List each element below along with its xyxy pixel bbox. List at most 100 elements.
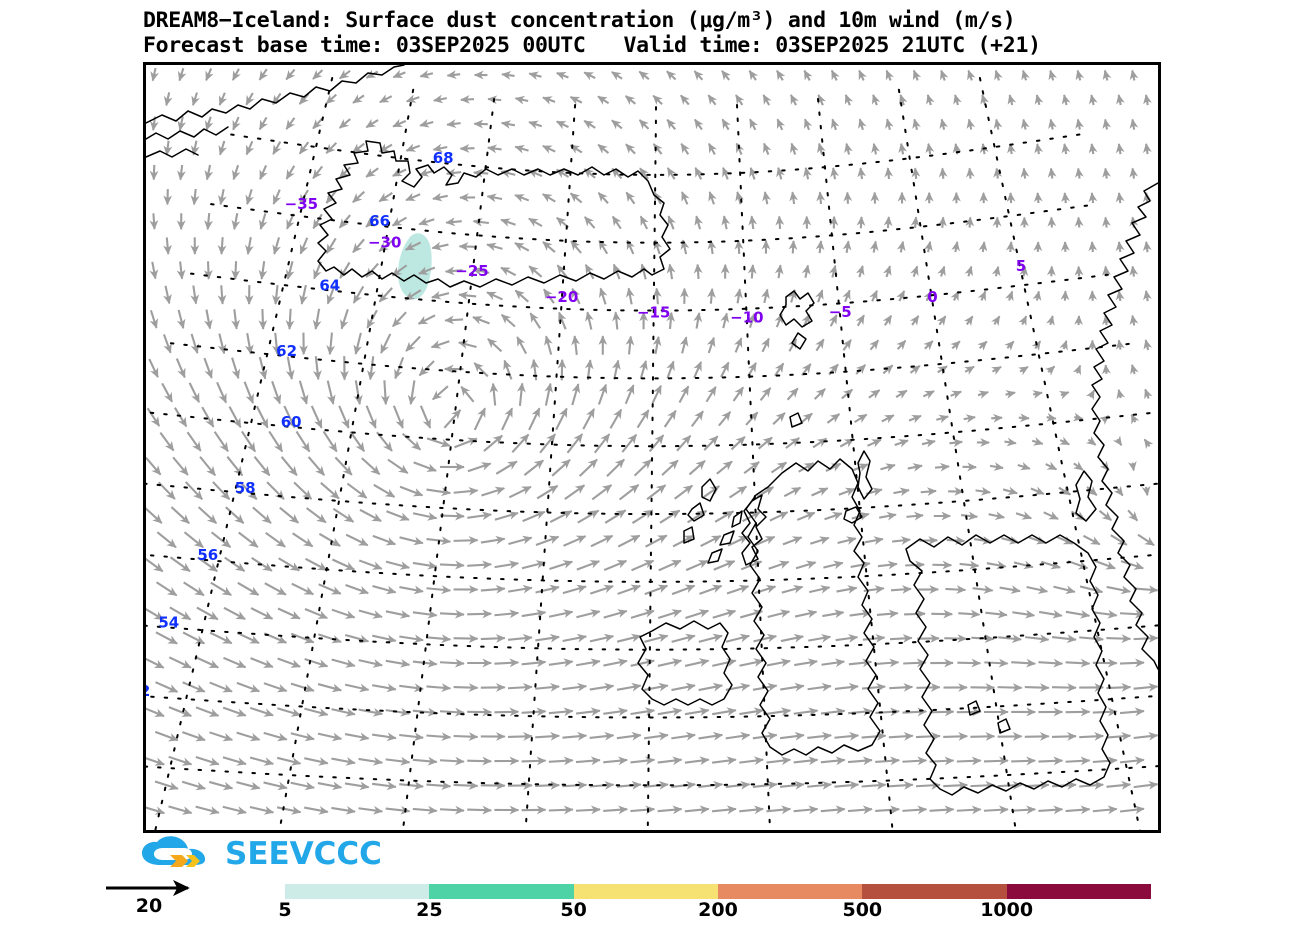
wind-arrow: [1133, 463, 1134, 471]
wind-arrow: [909, 416, 921, 421]
wind-arrow: [388, 460, 408, 474]
coastline-ireland: [638, 621, 732, 705]
wind-arrow: [1025, 687, 1049, 688]
meridian: [648, 107, 657, 830]
wind-arrow: [930, 809, 954, 810]
wind-arrow: [730, 487, 747, 498]
wind-arrow: [686, 561, 707, 570]
wind-arrow: [859, 71, 863, 81]
wind-arrow: [968, 71, 971, 81]
wind-arrow: [779, 216, 780, 228]
wind-arrow: [515, 290, 528, 301]
wind-arrow: [885, 316, 891, 326]
wind-arrow: [835, 686, 858, 689]
wind-arrow: [304, 758, 327, 763]
wind-arrow: [834, 735, 858, 737]
wind-arrow: [515, 147, 528, 151]
wind-arrow: [692, 411, 703, 426]
wind-arrow: [180, 165, 182, 180]
wind-arrow: [809, 587, 829, 592]
wind-arrow: [1022, 316, 1026, 324]
wind-arrow: [1078, 168, 1079, 178]
wind-arrow: [400, 487, 422, 496]
wind-arrow: [957, 663, 980, 664]
wind-arrow: [662, 460, 678, 475]
wind-arrow: [196, 658, 218, 668]
wind-arrow: [886, 266, 889, 277]
wind-arrow: [655, 337, 658, 354]
wind-arrow: [889, 687, 912, 688]
wind-arrow: [1092, 291, 1093, 301]
wind-arrow: [576, 711, 600, 714]
wind-arrow: [985, 613, 1006, 615]
wind-arrow: [641, 361, 646, 379]
wind-arrow: [273, 142, 280, 155]
wind-arrow: [694, 71, 702, 80]
wind-arrow: [767, 710, 791, 714]
wind-arrow: [386, 511, 408, 520]
wind-arrow: [380, 96, 392, 102]
wind-arrow: [965, 367, 974, 372]
wind-arrow: [1050, 71, 1053, 81]
wind-arrow: [595, 434, 610, 453]
wind-arrow: [411, 380, 415, 404]
wind-arrow: [313, 70, 322, 79]
wind-arrow: [520, 383, 522, 405]
wind-arrow: [414, 462, 436, 470]
wind-arrow: [647, 485, 665, 499]
wind-arrow: [1083, 536, 1099, 545]
wind-arrow: [250, 807, 273, 812]
wind-arrow: [316, 309, 319, 329]
latitude-label: 64: [319, 276, 340, 294]
wind-arrow: [233, 117, 238, 130]
wind-arrow: [967, 316, 973, 324]
wind-arrow: [454, 638, 478, 639]
wind-arrow: [475, 408, 485, 430]
wind-arrow: [865, 539, 883, 542]
wind-arrow: [695, 168, 701, 180]
wind-arrow: [936, 416, 948, 419]
wind-arrow: [272, 381, 280, 403]
wind-arrow: [345, 734, 369, 738]
wind-arrow: [990, 466, 1003, 468]
wind-arrow: [941, 267, 944, 277]
wind-arrow: [1120, 809, 1144, 812]
wind-arrow: [794, 661, 817, 665]
wind-arrow: [156, 682, 178, 692]
wind-arrow: [738, 289, 740, 303]
wind-arrow: [223, 708, 246, 716]
wind-arrow: [419, 219, 434, 224]
wind-arrow: [359, 710, 383, 714]
wind-arrow: [699, 636, 722, 642]
wind-arrow: [481, 589, 505, 591]
wind-arrow: [889, 736, 913, 738]
wind-arrow: [904, 614, 925, 615]
wind-arrow: [739, 710, 763, 714]
wind-arrow: [617, 686, 641, 690]
wind-arrow: [208, 213, 209, 229]
wind-arrow: [291, 634, 313, 643]
wind-arrow: [319, 584, 341, 593]
wind-arrow: [996, 120, 998, 130]
wind-arrow: [1025, 637, 1048, 640]
wind-arrow: [847, 192, 848, 203]
wind-arrow: [274, 190, 280, 204]
wind-arrow: [1106, 736, 1130, 738]
wind-arrow: [630, 809, 654, 811]
wind-arrow: [714, 561, 735, 570]
wind-arrow: [612, 72, 622, 79]
wind-arrow: [359, 560, 382, 568]
wind-arrow: [949, 442, 962, 443]
wind-arrow: [626, 192, 634, 203]
wind-arrow: [704, 436, 717, 450]
wind-arrow: [721, 362, 728, 377]
wind-arrow: [928, 242, 930, 252]
wind-arrow: [549, 661, 573, 664]
wind-arrow: [781, 636, 803, 641]
wind-arrow: [724, 216, 727, 229]
cloud-icon: [140, 835, 218, 873]
wind-arrow: [794, 809, 818, 811]
wind-arrow: [838, 538, 856, 543]
wind-arrow: [277, 708, 300, 715]
wind-arrow: [646, 535, 667, 546]
